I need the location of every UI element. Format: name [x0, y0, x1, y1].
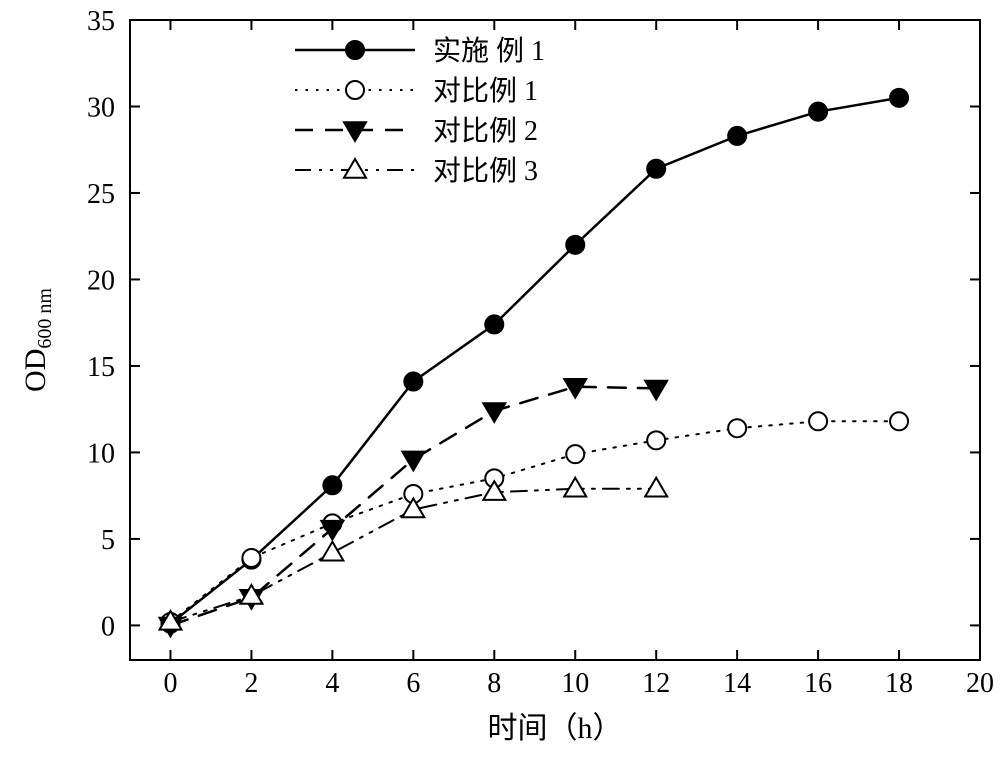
y-tick-label: 25 [87, 179, 115, 210]
x-tick-label: 8 [487, 668, 501, 699]
x-tick-label: 0 [163, 668, 177, 699]
data-marker [404, 373, 422, 391]
y-tick-label: 10 [87, 438, 115, 469]
series-s4 [159, 478, 667, 630]
line-chart: 0 2 4 6 8 10 12 14 16 18 20 0 5 10 15 20 25 30 35 时间（h） OD60… [0, 0, 1000, 765]
legend-item: 对比例 1 [295, 75, 538, 107]
legend-label: 对比例 1 [433, 75, 538, 107]
legend-item: 对比例 3 [295, 155, 538, 187]
series-s2 [161, 412, 908, 631]
x-tick-label: 14 [723, 668, 751, 699]
data-marker [483, 403, 505, 422]
x-tick-label: 16 [804, 668, 832, 699]
data-marker [346, 41, 364, 59]
data-marker [809, 412, 827, 430]
data-marker [645, 381, 667, 400]
y-tick-label: 0 [101, 611, 115, 642]
chart-container: 0 2 4 6 8 10 12 14 16 18 20 0 5 10 15 20 25 30 35 时间（h） OD60… [0, 0, 1000, 765]
data-marker [344, 122, 366, 141]
data-marker [809, 103, 827, 121]
data-marker [890, 89, 908, 107]
data-marker [647, 431, 665, 449]
data-marker [323, 476, 341, 494]
legend-label: 实施 例 1 [433, 35, 545, 67]
data-marker [566, 236, 584, 254]
y-tick-label: 15 [87, 352, 115, 383]
data-marker [564, 478, 586, 497]
data-marker [344, 159, 366, 178]
data-marker [485, 315, 503, 333]
y-tick-label: 30 [87, 92, 115, 123]
series-line [170, 421, 899, 622]
data-marker [566, 445, 584, 463]
x-tick-label: 4 [325, 668, 339, 699]
data-marker [728, 127, 746, 145]
data-marker [890, 412, 908, 430]
x-tick-label: 10 [561, 668, 589, 699]
y-tick-label: 5 [101, 525, 115, 556]
data-marker [564, 379, 586, 398]
x-tick-label: 12 [642, 668, 670, 699]
y-axis-title: OD600 nm [19, 288, 56, 392]
y-tick-label: 35 [87, 6, 115, 37]
legend-item: 实施 例 1 [295, 35, 545, 67]
x-axis-title: 时间（h） [488, 712, 623, 745]
legend-label: 对比例 3 [433, 155, 538, 187]
x-tick-label: 2 [244, 668, 258, 699]
legend-label: 对比例 2 [433, 115, 538, 147]
x-tick-label: 18 [885, 668, 913, 699]
legend: 实施 例 1 对比例 1 对比例 2 对比例 3 [295, 35, 545, 187]
data-marker [645, 478, 667, 497]
data-marker [321, 542, 343, 561]
data-marker [728, 419, 746, 437]
data-marker [346, 81, 364, 99]
x-tick-label: 20 [966, 668, 994, 699]
y-tick-label: 20 [87, 265, 115, 296]
data-marker [647, 160, 665, 178]
x-tick-label: 6 [406, 668, 420, 699]
legend-item: 对比例 2 [295, 115, 538, 147]
data-marker [242, 549, 260, 567]
